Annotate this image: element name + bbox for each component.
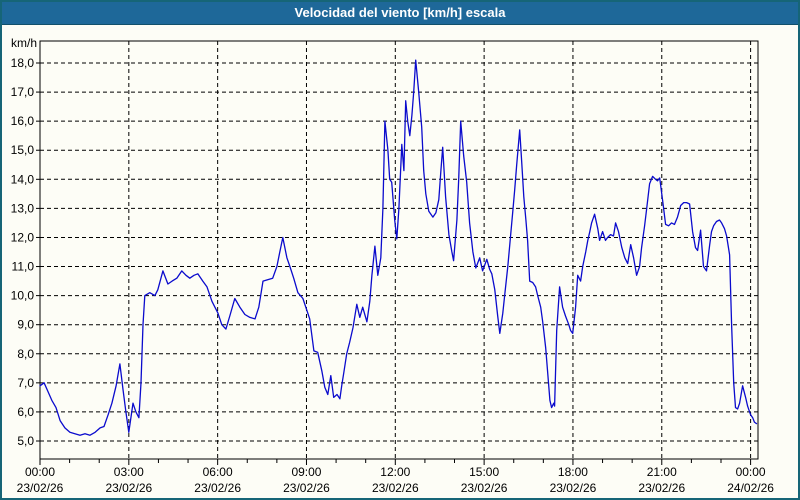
x-tick-date-label: 23/02/26 xyxy=(17,481,64,495)
x-tick-time-label: 00:00 xyxy=(736,465,766,479)
y-tick-label: 17,0 xyxy=(11,85,35,99)
y-tick-label: 14,0 xyxy=(11,172,35,186)
y-tick-label: 12,0 xyxy=(11,230,35,244)
x-tick-time-label: 21:00 xyxy=(647,465,677,479)
x-tick-date-label: 23/02/26 xyxy=(638,481,685,495)
x-tick-time-label: 03:00 xyxy=(114,465,144,479)
x-tick-date-label: 23/02/26 xyxy=(372,481,419,495)
plot-box xyxy=(39,40,759,460)
y-tick-label: 6,0 xyxy=(17,405,34,419)
x-tick-time-label: 09:00 xyxy=(291,465,321,479)
x-tick-time-label: 15:00 xyxy=(469,465,499,479)
y-tick-label: 8,0 xyxy=(17,347,34,361)
y-tick-label: 5,0 xyxy=(17,434,34,448)
y-tick-label: 11,0 xyxy=(12,260,35,274)
x-tick-time-label: 06:00 xyxy=(203,465,233,479)
y-tick-label: 15,0 xyxy=(11,143,35,157)
y-tick-label: 13,0 xyxy=(11,201,35,215)
y-tick-label: 10,0 xyxy=(11,289,35,303)
y-tick-label: 18,0 xyxy=(11,56,35,70)
x-tick-time-label: 00:00 xyxy=(25,465,55,479)
x-tick-time-label: 18:00 xyxy=(558,465,588,479)
x-tick-date-label: 23/02/26 xyxy=(105,481,152,495)
y-tick-label: 16,0 xyxy=(11,114,35,128)
title-bar: Velocidad del viento [km/h] escala xyxy=(2,2,798,25)
wind-speed-chart: 5,0 6,0 7,0 8,0 9,0 10,0 11,0 12,0 13,0 14,0 15,0 1… xyxy=(11,36,775,495)
x-tick-date-label: 23/02/26 xyxy=(461,481,508,495)
x-tick-date-label: 23/02/26 xyxy=(550,481,597,495)
window-title: Velocidad del viento [km/h] escala xyxy=(294,5,506,20)
y-tick-label: 7,0 xyxy=(17,376,34,390)
x-tick-time-label: 12:00 xyxy=(380,465,410,479)
x-tick-date-label: 23/02/26 xyxy=(194,481,241,495)
wind-speed-line xyxy=(39,59,758,436)
y-tick-label: 9,0 xyxy=(17,318,34,332)
y-axis-unit-label: km/h xyxy=(11,36,37,50)
x-tick-date-label: 23/02/26 xyxy=(283,481,330,495)
x-tick-date-label: 24/02/26 xyxy=(727,481,774,495)
